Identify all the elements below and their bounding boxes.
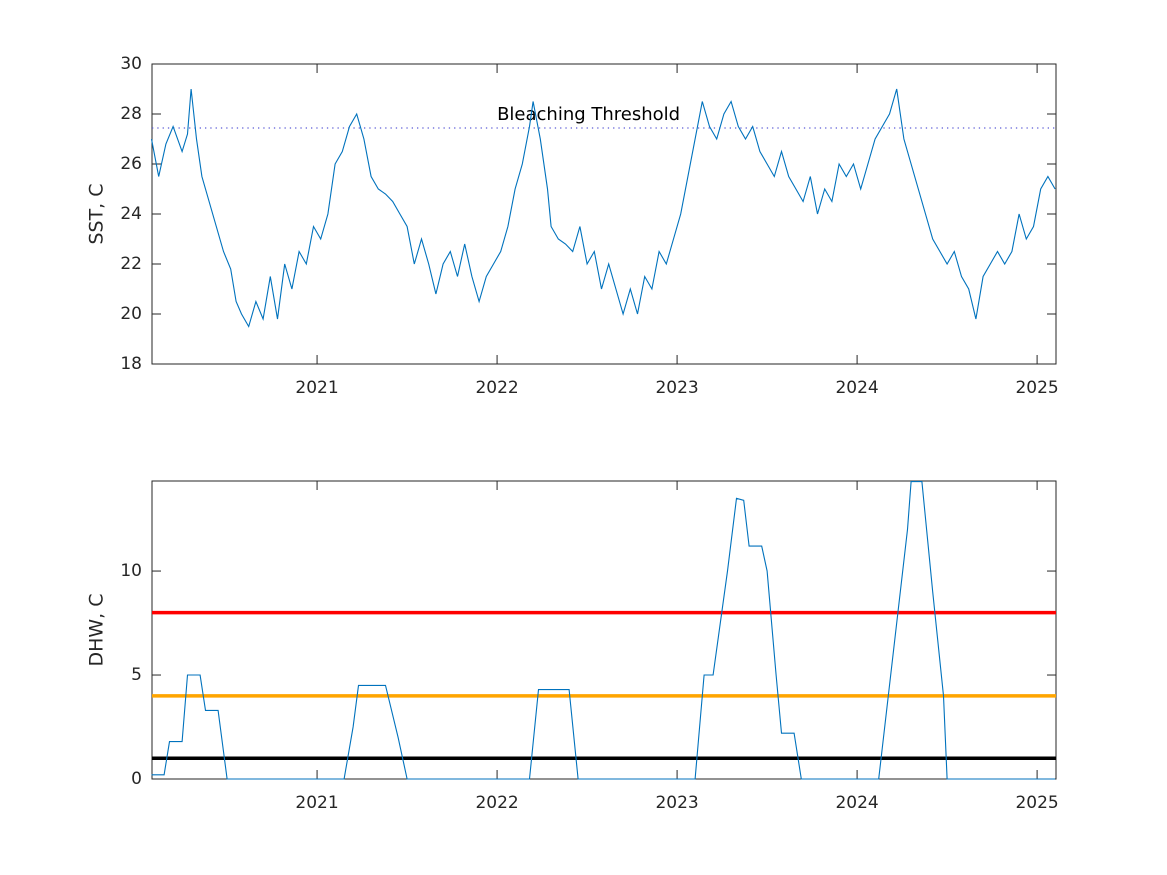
axes: 0 5 10 2021 2022 2023 2024 2025 DHW, C [86, 480, 1059, 813]
x-tick-label: 2025 [1015, 378, 1058, 398]
y-tick-label: 20 [120, 304, 142, 324]
y-tick-label: 22 [120, 254, 142, 274]
x-tick-label: 2021 [295, 378, 338, 398]
y-tick-label: 28 [120, 104, 142, 124]
x-tick-label: 2022 [475, 378, 518, 398]
x-tick-label: 2023 [655, 378, 698, 398]
y-tick-label: 10 [120, 561, 142, 581]
y-axis-label: DHW, C [86, 593, 108, 666]
y-tick-label: 0 [131, 769, 142, 789]
x-tick-label: 2023 [655, 793, 698, 813]
x-tick-label: 2025 [1015, 793, 1058, 813]
y-tick-label: 18 [120, 354, 142, 374]
y-tick-label: 24 [120, 204, 142, 224]
x-tick-label: 2021 [295, 793, 338, 813]
y-axis-label: SST, C [86, 183, 108, 244]
y-tick-label: 30 [120, 54, 142, 74]
y-tick-label: 5 [131, 665, 142, 685]
data-line [150, 88, 1056, 328]
y-tick-label: 26 [120, 154, 142, 174]
x-tick-label: 2024 [835, 793, 878, 813]
data-line [151, 481, 1056, 780]
x-tick-label: 2024 [835, 378, 878, 398]
annotation: Bleaching Threshold [497, 104, 680, 125]
x-tick-label: 2022 [475, 793, 518, 813]
axes-frame [151, 480, 1057, 780]
